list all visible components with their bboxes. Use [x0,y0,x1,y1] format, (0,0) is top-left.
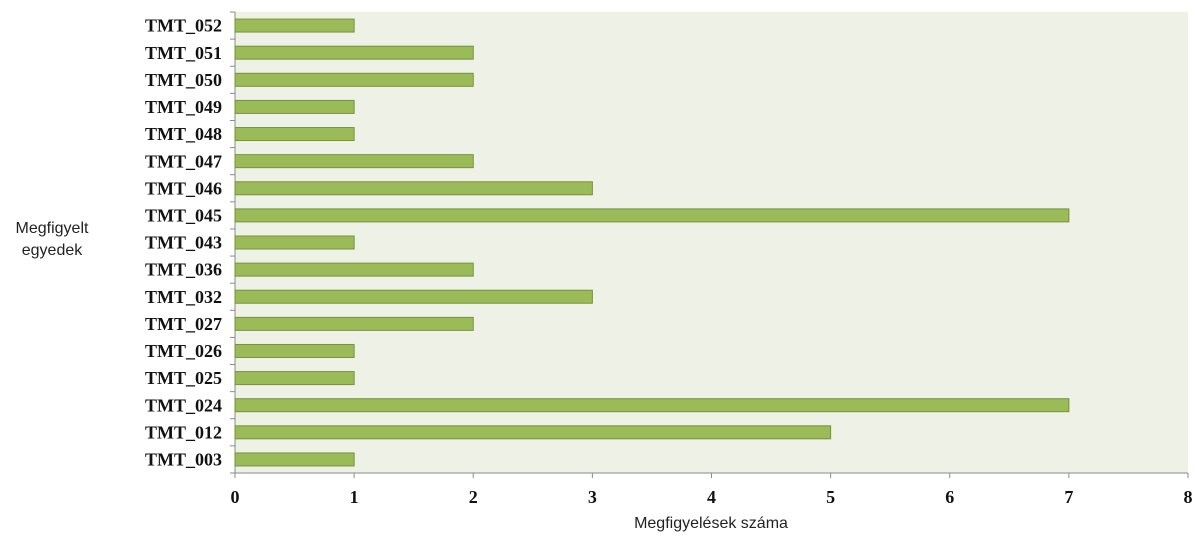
x-tick-label: 1 [350,487,359,507]
bar [234,316,474,331]
y-axis-title: Megfigyelt egyedek [15,220,89,259]
y-tick-label: TMT_047 [145,151,222,171]
y-tick-label: TMT_026 [145,341,222,361]
y-tick-label: TMT_032 [145,287,222,307]
bar [234,425,832,440]
bar [234,208,1070,223]
y-tick-label: TMT_024 [145,395,222,415]
y-tick-label: TMT_050 [145,70,222,90]
x-tick-label: 3 [588,487,597,507]
bar [234,343,355,358]
y-tick-label: TMT_051 [145,43,222,63]
bar [234,262,474,277]
y-tick-label: TMT_027 [145,314,222,334]
y-tick-label: TMT_045 [145,206,222,226]
y-tick-label: TMT_012 [145,422,222,442]
plot-area [235,12,1188,473]
bar [234,289,593,304]
y-tick-label: TMT_048 [145,124,222,144]
x-tick-label: 6 [945,487,954,507]
bar [234,371,355,386]
bar [234,45,474,60]
y-tick-label: TMT_036 [145,260,222,280]
x-tick-label: 7 [1064,487,1073,507]
bar [234,154,474,169]
bar [234,127,355,142]
x-axis-title: Megfigyelések száma [634,515,788,532]
y-tick-label: TMT_043 [145,233,222,253]
y-tick-label: TMT_049 [145,97,222,117]
x-tick-label: 2 [469,487,478,507]
x-tick-label: 5 [826,487,835,507]
y-tick-label: TMT_025 [145,368,222,388]
x-tick-label: 4 [707,487,716,507]
y-tick-label: TMT_052 [145,16,222,36]
bar [234,72,474,87]
x-tick-label: 0 [231,487,240,507]
bar [234,181,593,196]
bar [234,99,355,114]
bar [234,452,355,467]
bar [234,398,1070,413]
x-tick-label: 8 [1184,487,1193,507]
y-tick-label: TMT_003 [145,450,222,470]
bar [234,18,355,33]
bar [234,235,355,250]
y-tick-label: TMT_046 [145,178,222,198]
